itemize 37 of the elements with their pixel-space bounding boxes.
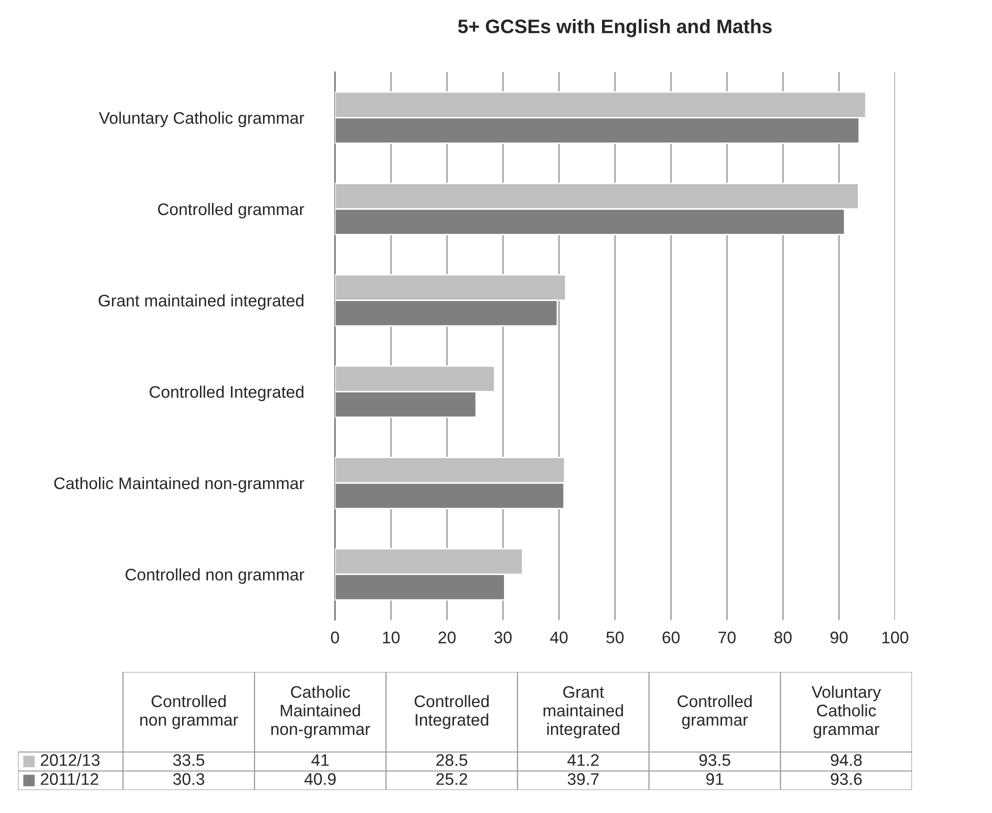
x-tick-label: 50 [606, 632, 624, 644]
x-tick-label: 80 [774, 632, 792, 644]
x-tick-label: 90 [830, 632, 848, 644]
chart-title: 5+ GCSEs with English and Maths [458, 19, 772, 38]
x-tick-label: 20 [438, 632, 456, 644]
y-tick-label: Voluntary Catholic grammar [98, 112, 304, 128]
data-label: 91 [706, 773, 724, 785]
y-tick-label: Controlled non grammar [126, 568, 304, 584]
x-tick-label: 100 [882, 632, 908, 644]
category-label: Controlled grammar [678, 694, 752, 730]
category-label: Catholic Maintained non-grammar [271, 686, 370, 738]
legend-label: 2011/12 [40, 772, 98, 785]
legend-label: 2012/13 [40, 754, 100, 766]
data-label: 33.5 [173, 754, 204, 766]
x-tick-label: 10 [383, 632, 400, 644]
y-tick-label: Catholic Maintained non-grammar [54, 476, 304, 492]
data-label: 30.3 [173, 773, 204, 785]
data-label: 41 [311, 754, 329, 766]
data-label: 28.5 [436, 754, 468, 766]
x-tick-label: 70 [718, 632, 736, 644]
y-tick-label: Controlled grammar [158, 202, 304, 218]
data-label: 93.6 [830, 773, 862, 785]
y-tick-label: Grant maintained integrated [98, 294, 304, 310]
category-label: Voluntary Catholic grammar [812, 686, 881, 738]
x-tick-label: 60 [662, 632, 680, 644]
data-label: 39.7 [568, 773, 599, 785]
category-label: Controlled Integrated [414, 694, 489, 730]
data-label: 93.5 [699, 754, 730, 766]
x-tick-label: 0 [331, 632, 339, 644]
data-label: 41.2 [567, 754, 599, 766]
x-tick-label: 40 [550, 632, 568, 644]
data-label: 94.8 [830, 754, 862, 766]
y-tick-label: Controlled Integrated [150, 386, 304, 402]
data-label: 25.2 [436, 773, 468, 785]
category-label: Grant maintained integrated [544, 686, 623, 738]
x-tick-label: 30 [494, 632, 512, 644]
data-label: 40.9 [304, 773, 336, 785]
